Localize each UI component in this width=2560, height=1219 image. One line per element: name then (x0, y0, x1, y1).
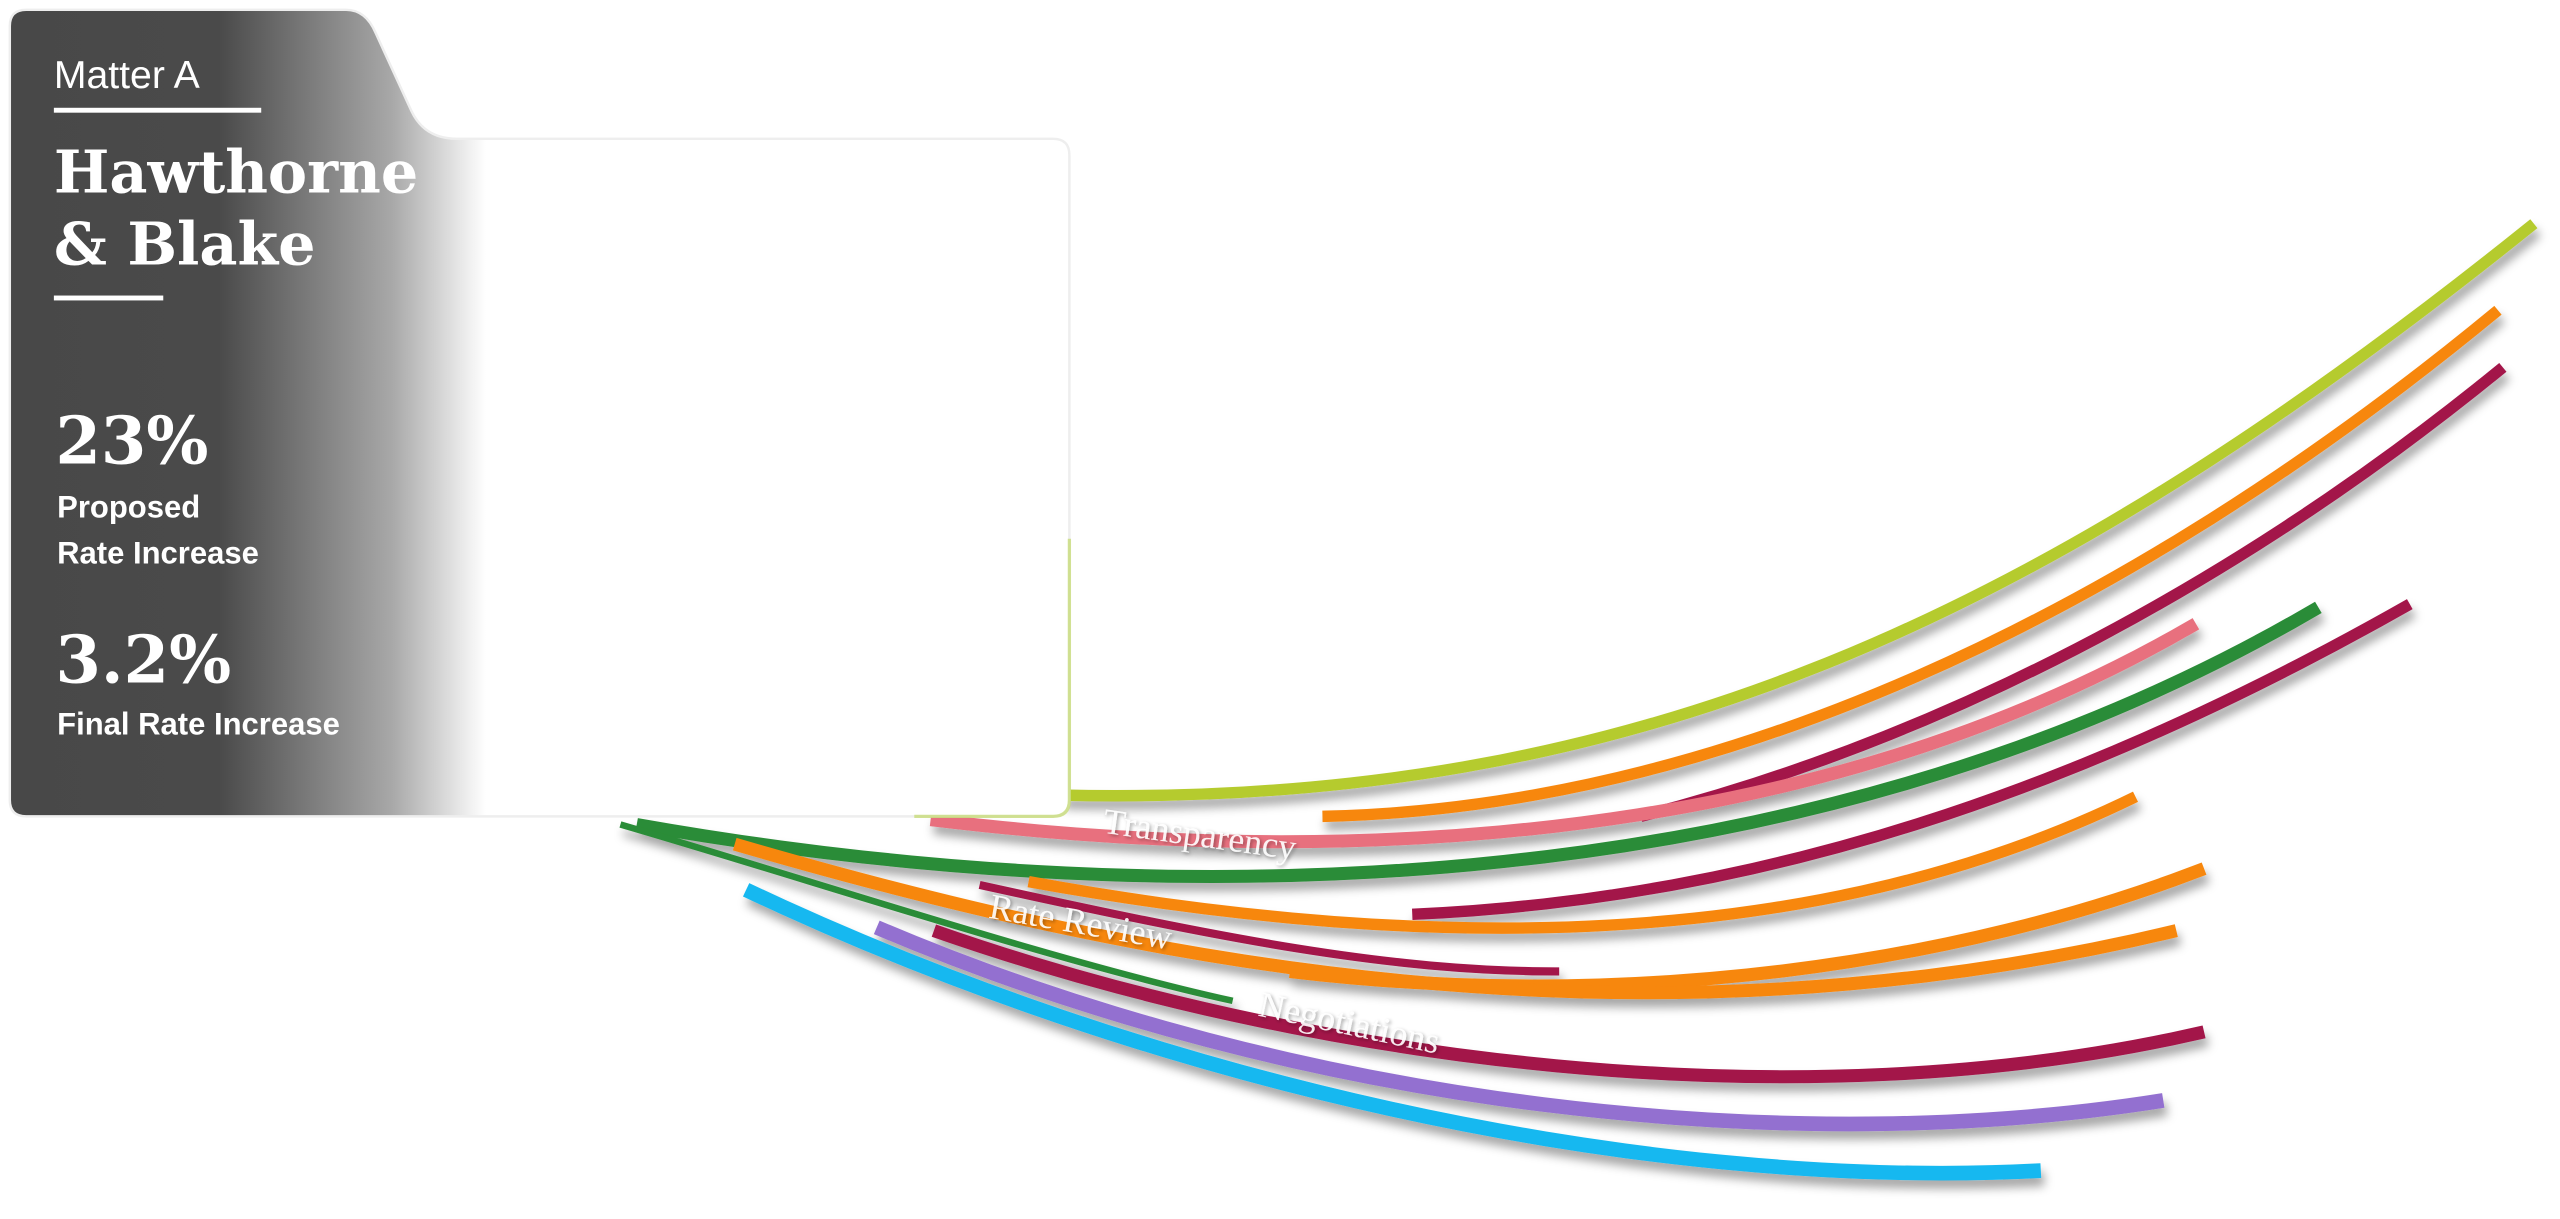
stat-label: Proposed (57, 490, 200, 525)
ribbon (732, 837, 2178, 1000)
ribbon (1061, 219, 2538, 802)
ribbon (1412, 599, 2413, 921)
stat-label: Final Rate Increase (57, 707, 340, 742)
card-edge (914, 538, 1072, 818)
ribbon (931, 924, 2206, 1084)
firm-name: Hawthorne (54, 138, 418, 207)
ribbon-label: Transparency (1101, 801, 1299, 868)
ribbon (1027, 791, 2139, 934)
ribbon-label: Negotiations (1255, 984, 1443, 1061)
ribbon (635, 601, 2322, 884)
ribbon (619, 821, 1234, 1005)
card (8, 8, 1071, 818)
matter-tab: Matter A (54, 54, 201, 97)
ribbon (873, 920, 2165, 1132)
ribbon (978, 880, 1560, 976)
stat-label: Rate Increase (57, 535, 259, 570)
rule (53, 295, 164, 301)
ribbons (619, 219, 2538, 1181)
stat-value: 23% (56, 404, 209, 480)
ribbon (1639, 362, 2507, 822)
ribbon (742, 883, 2042, 1181)
stat-value: 3.2% (56, 622, 232, 698)
firm-name: & Blake (54, 210, 316, 279)
ribbon (929, 618, 2200, 849)
rule (53, 107, 262, 113)
ribbon (1322, 305, 2502, 823)
